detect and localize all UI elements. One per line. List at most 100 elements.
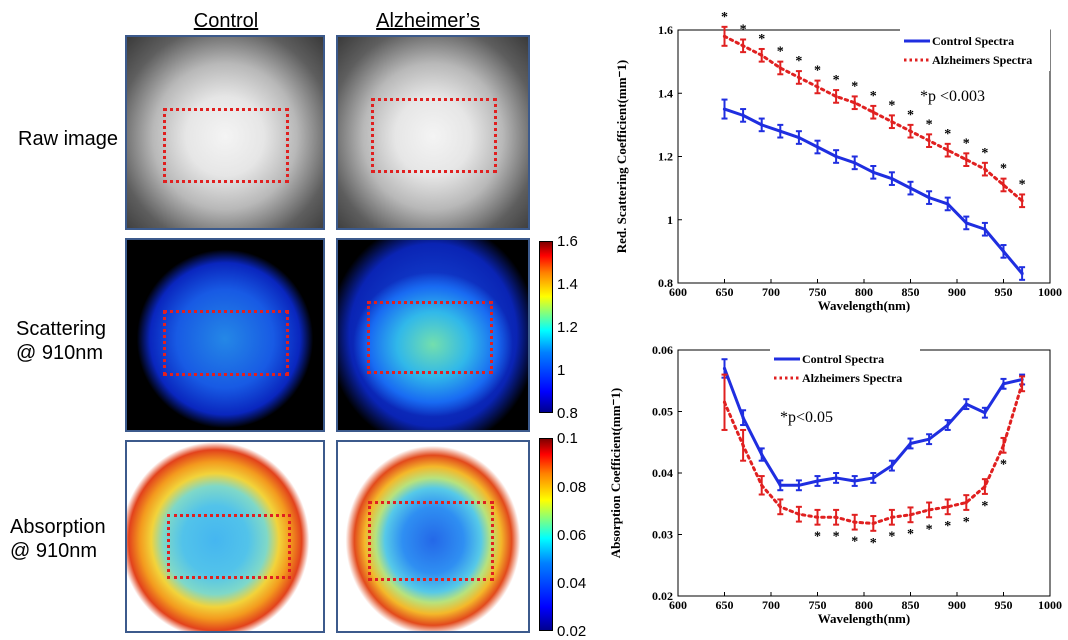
- data-point: [927, 139, 931, 143]
- x-tick-label: 700: [762, 598, 780, 612]
- data-point: [964, 158, 968, 162]
- data-point: [741, 416, 745, 420]
- y-tick-label: 1.6: [658, 23, 673, 37]
- x-tick-label: 750: [809, 598, 827, 612]
- x-tick-label: 750: [809, 285, 827, 299]
- data-point: [834, 154, 838, 159]
- significance-star: *: [740, 22, 747, 37]
- significance-star: *: [870, 536, 877, 551]
- data-point: [722, 107, 727, 111]
- roi-box: [167, 514, 291, 579]
- data-point: [927, 196, 931, 200]
- data-point: [946, 505, 950, 509]
- significance-star: *: [851, 79, 858, 94]
- x-tick-label: 900: [948, 598, 966, 612]
- data-point: [871, 476, 875, 480]
- data-point: [871, 110, 875, 114]
- row-label-raw-image: Raw image: [18, 128, 119, 150]
- data-point: [1020, 199, 1024, 203]
- significance-star: *: [907, 108, 914, 123]
- legend-label: Control Spectra: [802, 352, 884, 366]
- data-point: [778, 505, 782, 509]
- data-point: [1001, 249, 1006, 253]
- significance-star: *: [888, 530, 895, 545]
- absorption-colorbar: [539, 438, 553, 631]
- y-tick-label: 0.03: [652, 528, 673, 542]
- data-point: [964, 402, 968, 406]
- data-point: [815, 515, 820, 519]
- data-point: [1001, 443, 1006, 447]
- significance-star: *: [1000, 162, 1007, 177]
- x-tick-label: 950: [995, 598, 1013, 612]
- roi-box: [367, 301, 493, 374]
- data-point: [908, 513, 913, 517]
- significance-star: *: [833, 530, 840, 545]
- raw-image-alzheimers: [336, 35, 530, 230]
- x-tick-label: 800: [855, 285, 873, 299]
- data-point: [1001, 183, 1006, 187]
- colorbar-tick: 0.1: [557, 430, 578, 447]
- data-point: [853, 101, 857, 105]
- data-point: [908, 186, 913, 190]
- significance-star: *: [944, 519, 951, 534]
- significance-star: *: [926, 117, 933, 132]
- significance-star: *: [888, 98, 895, 113]
- column-header-control: Control: [193, 10, 259, 32]
- data-point: [853, 161, 857, 165]
- roi-box: [368, 501, 494, 581]
- data-point: [983, 227, 987, 231]
- data-point: [722, 34, 727, 38]
- data-point: [834, 515, 838, 519]
- x-tick-label: 650: [716, 285, 734, 299]
- column-header-alzheimers: Alzheimer’s: [376, 10, 480, 32]
- significance-star: *: [963, 136, 970, 151]
- data-point: [983, 167, 987, 171]
- colorbar-tick: 1.4: [557, 276, 578, 293]
- colorbar-tick: 0.06: [557, 527, 587, 544]
- data-point: [890, 177, 894, 181]
- colorbar-tick: 0.08: [557, 479, 587, 496]
- y-tick-label: 1: [667, 213, 673, 227]
- data-point: [741, 443, 745, 447]
- data-point: [760, 452, 764, 457]
- row-label-scattering: Scattering @ 910nm: [16, 318, 107, 364]
- y-tick-label: 0.06: [652, 343, 673, 357]
- x-tick-label: 850: [902, 598, 920, 612]
- data-point: [871, 521, 875, 526]
- significance-star: *: [944, 127, 951, 142]
- data-point: [927, 437, 931, 441]
- x-tick-label: 950: [995, 285, 1013, 299]
- absorption-map-alzheimers: [336, 440, 530, 633]
- data-point: [927, 508, 931, 512]
- significance-star: *: [981, 499, 988, 514]
- significance-star: *: [1000, 458, 1007, 473]
- significance-star: *: [777, 45, 784, 60]
- legend-label: Alzheimers Spectra: [802, 371, 902, 385]
- x-tick-label: 600: [669, 598, 687, 612]
- significance-star: *: [981, 146, 988, 161]
- y-tick-label: 0.8: [658, 276, 673, 290]
- data-point: [815, 145, 820, 149]
- data-point: [741, 113, 745, 117]
- absorption-map-control: [125, 440, 325, 633]
- row-label-absorption: Absorption @ 910nm: [10, 516, 106, 562]
- p-value-annotation: *p<0.05: [780, 409, 833, 426]
- colorbar-tick: 0.04: [557, 575, 587, 592]
- x-tick-label: 1000: [1038, 285, 1062, 299]
- legend-label: Control Spectra: [932, 34, 1014, 48]
- data-point: [890, 120, 894, 124]
- x-axis-label: Wavelength(nm): [818, 298, 910, 313]
- data-point: [890, 464, 894, 468]
- colorbar-tick: 1: [557, 362, 566, 379]
- x-tick-label: 850: [902, 285, 920, 299]
- data-point: [797, 135, 801, 140]
- data-point: [964, 500, 968, 505]
- raw-image-control: [125, 35, 325, 230]
- data-point: [834, 476, 838, 480]
- series-line-alzheimers: [723, 34, 1024, 203]
- data-point: [778, 129, 782, 133]
- data-point: [946, 202, 950, 206]
- y-axis-label: Red. Scattering Coefficient(mm⁻1): [614, 60, 629, 254]
- data-point: [890, 515, 894, 519]
- data-point: [722, 366, 727, 371]
